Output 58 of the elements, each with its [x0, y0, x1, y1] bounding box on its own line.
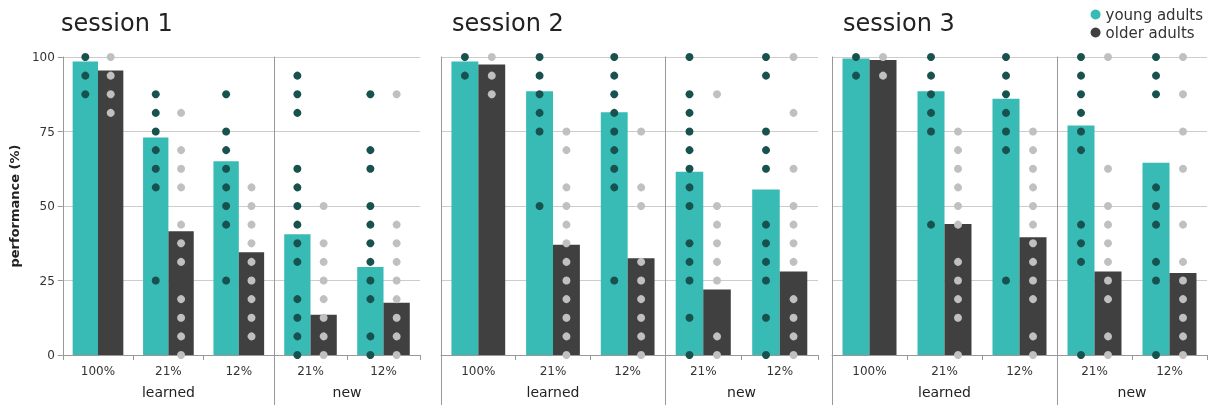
bar	[752, 189, 780, 355]
x-axis-title: learned	[141, 384, 195, 400]
bar	[553, 244, 580, 355]
x-tick-label: 12%	[370, 364, 397, 378]
x-tick-label: 21%	[297, 364, 324, 378]
x-axis-title: new	[727, 384, 756, 400]
y-tick-label: 100	[31, 50, 55, 64]
bar	[383, 302, 410, 355]
bar	[917, 91, 945, 355]
x-axis-title: new	[1117, 384, 1147, 400]
bar	[357, 267, 384, 355]
bar	[600, 112, 628, 355]
x-tick-label: 100%	[461, 364, 496, 378]
x-tick-label: 12%	[225, 364, 253, 378]
x-tick-label: 100%	[80, 364, 116, 378]
x-tick-label: 21%	[689, 364, 717, 378]
bar	[213, 161, 239, 355]
bar	[779, 271, 808, 355]
bar	[1142, 162, 1170, 355]
x-axis-title: learned	[918, 384, 971, 400]
bar	[526, 91, 553, 355]
y-tick-label: 25	[39, 273, 55, 288]
bar	[284, 234, 311, 355]
bar	[675, 171, 704, 355]
chart-title: session 1	[61, 9, 173, 37]
y-tick-label: 0	[47, 348, 55, 362]
bar	[168, 231, 194, 355]
x-tick-label: 21%	[155, 364, 182, 378]
bar	[98, 70, 124, 355]
x-tick-label: 21%	[931, 364, 958, 378]
bar	[72, 61, 98, 355]
chart-title: session 2	[452, 9, 564, 37]
x-axis-title: new	[332, 384, 362, 400]
x-axis-title: learned	[526, 384, 580, 400]
bar	[992, 98, 1020, 355]
y-tick-label: 50	[39, 199, 55, 213]
bar	[1019, 237, 1047, 355]
x-tick-label: 21%	[539, 364, 567, 378]
legend-label: young adults	[1105, 5, 1204, 24]
y-axis-title: performance (%)	[7, 144, 22, 268]
bar	[1067, 125, 1095, 355]
bar	[451, 61, 479, 355]
x-tick-label: 12%	[1006, 364, 1033, 378]
bar	[1094, 271, 1122, 355]
bar	[143, 137, 169, 355]
bar	[703, 289, 731, 355]
bar	[869, 59, 897, 355]
x-tick-label: 12%	[1156, 364, 1183, 378]
bar	[944, 223, 972, 355]
x-tick-label: 21%	[1081, 364, 1108, 378]
chart-title: session 3	[843, 9, 955, 37]
x-tick-label: 12%	[614, 364, 641, 378]
legend-label: older adults	[1105, 23, 1195, 42]
x-tick-label: 100%	[852, 364, 887, 378]
x-tick-label: 12%	[766, 364, 794, 378]
y-tick-label: 75	[39, 124, 55, 139]
bar	[478, 64, 506, 355]
bar	[842, 58, 870, 355]
